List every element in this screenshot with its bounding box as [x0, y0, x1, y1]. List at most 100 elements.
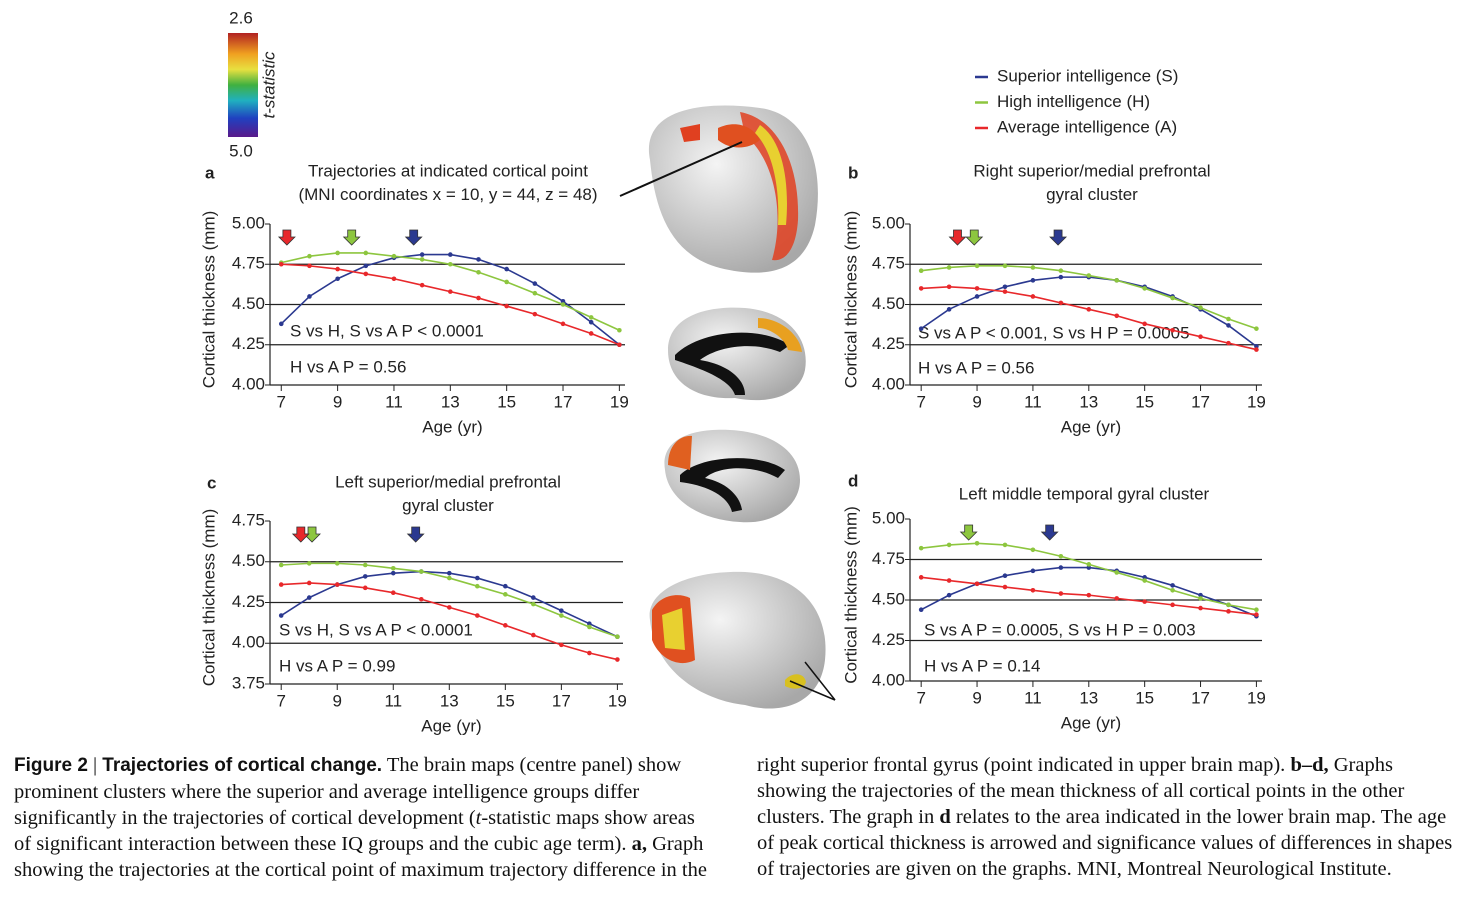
chart-title: Right superior/medial prefrontal	[973, 161, 1210, 180]
data-point	[974, 263, 980, 269]
panel-letter: a	[205, 163, 215, 182]
data-point	[447, 575, 452, 581]
data-point	[946, 542, 952, 548]
data-point	[475, 583, 480, 589]
x-tick-label: 11	[1024, 392, 1042, 411]
data-point	[390, 570, 396, 576]
data-point	[306, 561, 312, 566]
data-point	[918, 268, 924, 273]
x-tick-label: 19	[610, 392, 629, 411]
data-point	[334, 561, 340, 566]
y-tick-label: 4.50	[232, 551, 265, 570]
data-point	[1170, 327, 1175, 333]
caption-text: a,	[631, 833, 647, 855]
data-point	[448, 289, 453, 294]
data-point	[362, 585, 368, 591]
data-point	[532, 290, 538, 296]
legend-label: Average intelligence (A)	[997, 117, 1177, 136]
data-point	[532, 281, 538, 286]
data-point	[946, 265, 952, 270]
data-point	[918, 286, 924, 291]
chart-title: Left middle temporal gyral cluster	[959, 484, 1210, 503]
panel-letter: c	[207, 473, 216, 492]
data-point	[1058, 300, 1064, 306]
x-tick-label: 13	[1079, 688, 1098, 707]
y-tick-label: 4.25	[232, 334, 265, 353]
data-point	[1142, 286, 1147, 291]
data-point	[1170, 583, 1175, 588]
legend-label: Superior intelligence (S)	[997, 66, 1178, 85]
y-tick-label: 4.75	[872, 254, 905, 273]
annotation: H vs A P = 0.99	[279, 656, 395, 675]
data-point	[419, 282, 425, 288]
data-point	[1226, 609, 1231, 614]
annotation: H vs A P = 0.14	[924, 656, 1040, 675]
y-tick-label: 4.50	[872, 294, 905, 313]
data-point	[587, 621, 592, 626]
y-axis-label: Cortical thickness (mm)	[199, 211, 218, 389]
data-point	[335, 276, 340, 282]
data-point	[1226, 602, 1231, 608]
x-tick-label: 17	[552, 691, 571, 710]
y-tick-label: 4.25	[872, 630, 905, 649]
x-tick-label: 7	[277, 392, 286, 411]
data-point	[335, 250, 340, 256]
peak-arrow	[404, 229, 423, 246]
data-point	[1030, 278, 1036, 283]
data-point	[278, 562, 284, 568]
x-tick-label: 15	[1135, 392, 1154, 411]
y-tick-label: 4.50	[232, 294, 265, 313]
data-point	[946, 307, 952, 312]
data-point	[974, 541, 980, 546]
data-point	[447, 605, 452, 610]
data-point	[1002, 289, 1008, 294]
annotation: S vs A P < 0.001, S vs H P = 0.0005	[918, 323, 1190, 342]
data-point	[918, 607, 924, 613]
caption-text: Graphs showing the trajectories of the m…	[757, 754, 1405, 828]
y-tick-label: 4.25	[232, 592, 265, 611]
chart-title: gyral cluster	[1046, 185, 1138, 204]
data-point	[1058, 553, 1064, 559]
data-point	[1142, 575, 1147, 580]
data-point	[278, 261, 284, 267]
caption-text: Graph showing the trajectories at the co…	[14, 754, 1291, 881]
data-point	[918, 326, 924, 331]
panel-letter: d	[848, 471, 858, 490]
brain-maps	[619, 105, 836, 709]
data-point	[1086, 565, 1092, 570]
x-axis-label: Age (yr)	[421, 716, 481, 735]
data-point	[1058, 268, 1064, 273]
data-point	[1002, 284, 1008, 290]
data-point	[1114, 596, 1120, 601]
peak-arrow	[959, 524, 978, 541]
caption-text: t	[475, 807, 482, 829]
data-point	[475, 613, 480, 618]
x-tick-label: 9	[972, 688, 981, 707]
data-point	[1142, 578, 1147, 583]
caption-text: b–d,	[1290, 754, 1329, 776]
data-point	[447, 570, 452, 576]
caption: Figure 2 | Trajectories of cortical chan…	[14, 752, 1460, 883]
y-axis-label: Cortical thickness (mm)	[199, 509, 218, 687]
data-point	[615, 634, 620, 640]
data-point	[1142, 321, 1147, 327]
data-point	[974, 286, 980, 291]
data-point	[1114, 570, 1120, 575]
y-tick-label: 5.00	[232, 213, 265, 232]
caption-separator: |	[93, 754, 98, 776]
data-point	[946, 578, 952, 583]
x-tick-label: 11	[1024, 688, 1042, 707]
data-point	[587, 624, 592, 630]
data-point	[476, 295, 481, 301]
peak-arrow	[1040, 524, 1059, 541]
colorbar	[228, 33, 258, 137]
x-axis-label: Age (yr)	[1061, 713, 1121, 732]
data-point	[560, 321, 566, 327]
data-point	[1002, 573, 1008, 578]
x-tick-label: 13	[1079, 392, 1098, 411]
data-point	[1058, 591, 1064, 596]
data-point	[1254, 344, 1259, 349]
data-point	[1030, 587, 1036, 593]
data-point	[448, 252, 453, 257]
x-tick-label: 7	[916, 392, 925, 411]
